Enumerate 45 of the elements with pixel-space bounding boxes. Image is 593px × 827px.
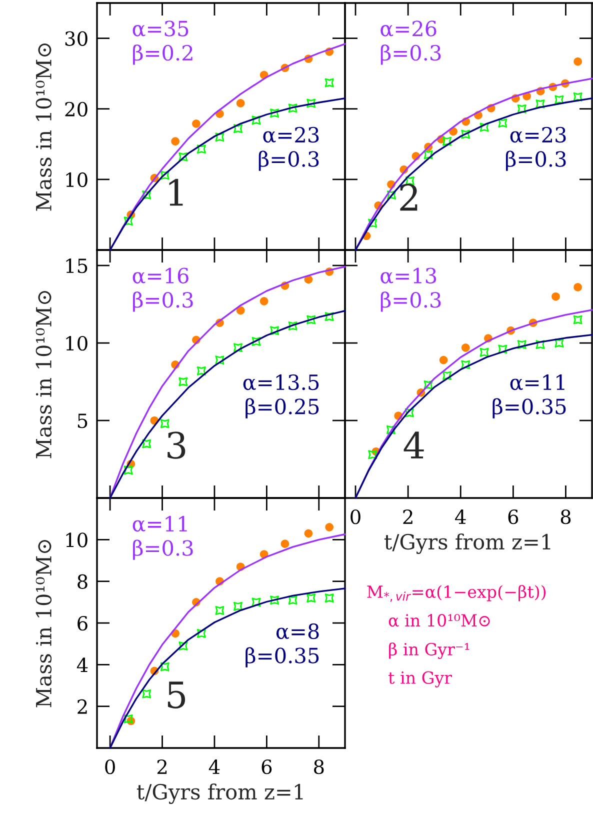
y-tick-label: 4 — [76, 658, 88, 672]
y-tick-label: 30 — [65, 31, 88, 46]
x-tick-label: 2 — [403, 509, 412, 524]
text: α in 10¹⁰M⊙ — [388, 614, 490, 627]
annotation: 3 — [168, 432, 186, 459]
x-tick-label: 0 — [350, 509, 360, 524]
y-tick-label: 10 — [66, 172, 88, 188]
x-axis-title: t/Gyrs from z=1 — [136, 783, 303, 804]
y-axis-title: Mass in 10¹⁰M⊙ — [36, 290, 52, 458]
annotation: 4 — [404, 432, 424, 458]
y-tick-label: 2 — [78, 699, 87, 714]
series-label: α=8 β=0.35 — [246, 623, 319, 668]
x-tick-label: 6 — [262, 759, 272, 774]
x-tick-label: 6 — [508, 509, 518, 524]
y-axis-title: Mass in 10¹⁰M⊙ — [36, 540, 52, 708]
x-axis-title: t/Gyrs from z=1 — [384, 533, 550, 554]
series-label: α=16 β=0.3 — [132, 268, 193, 312]
x-tick-label: 4 — [455, 509, 466, 524]
y-tick-label: 6 — [78, 616, 88, 631]
y-tick-label: 15 — [66, 258, 88, 274]
series-label: α=23 β=0.3 — [506, 126, 566, 171]
x-tick-label: 8 — [314, 759, 324, 774]
x-tick-label: 4 — [208, 759, 220, 774]
y-tick-label: 10 — [66, 532, 88, 548]
text: α=26 β=0.3 — [380, 20, 441, 65]
series-label: α=11 β=0.3 — [132, 516, 193, 560]
y-tick-label: 10 — [66, 336, 88, 351]
y-tick-label: 8 — [78, 574, 88, 589]
y-axis-title: Mass in 10¹⁰M⊙ — [36, 43, 52, 211]
text: α=35 β=0.2 — [132, 20, 192, 65]
annotation: 2 — [400, 184, 418, 211]
y-tick-label: 5 — [78, 414, 88, 428]
text: β in Gyr⁻¹ — [389, 642, 470, 659]
x-tick-label: 0 — [105, 759, 115, 774]
annotation: 5 — [168, 682, 186, 708]
y-tick-label: 20 — [65, 102, 88, 117]
annotation: 1 — [169, 178, 183, 206]
x-tick-label: 8 — [560, 509, 571, 524]
x-tick-label: 2 — [157, 759, 167, 774]
text: M$_{*,vir}$=α(1−exp(−βt)) — [367, 585, 546, 602]
series-label: α=13.5 β=0.25 — [243, 374, 319, 418]
series-label: α=11 β=0.35 — [492, 374, 566, 418]
series-label: α=23 β=0.3 — [258, 126, 319, 171]
text: α=13 β=0.3 — [380, 268, 441, 312]
text: t in Gyr — [388, 671, 452, 688]
